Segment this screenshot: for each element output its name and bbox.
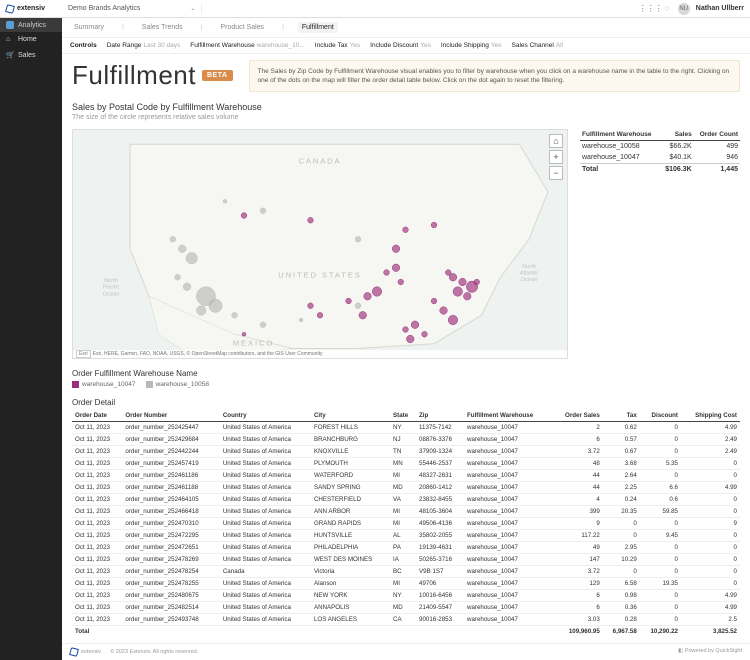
legend-item[interactable]: warehouse_10058 [146, 381, 210, 388]
table-row[interactable]: Oct 11, 2023order_number_252493748United… [72, 614, 740, 626]
svg-text:CANADA: CANADA [298, 156, 341, 165]
map-zoom-in-button[interactable]: + [549, 150, 563, 164]
map-zoom-out-button[interactable]: − [549, 166, 563, 180]
control-date-range[interactable]: Date RangeLast 30 days [107, 42, 181, 49]
apps-grid-icon[interactable]: ⋮⋮⋮ [646, 4, 656, 14]
sidebar-item-sales[interactable]: 🛒Sales [0, 47, 62, 63]
top-bar: extensiv Demo Brands Analytics ⌄ ⋮⋮⋮ ◌ N… [0, 0, 750, 18]
table-row[interactable]: Oct 11, 2023order_number_252470310United… [72, 518, 740, 530]
sales-icon: 🛒 [6, 51, 13, 59]
sidebar: Analytics ⌂Home🛒Sales [0, 18, 62, 660]
powered-by: ◧ Powered by QuickSight [678, 648, 742, 656]
legend-title: Order Fulfillment Warehouse Name [72, 369, 740, 378]
map-title: Sales by Postal Code by Fulfillment Ware… [72, 102, 740, 112]
legend-swatch [72, 381, 79, 388]
beta-badge: BETA [202, 70, 233, 81]
tab-summary[interactable]: Summary [70, 22, 108, 33]
control-include-shipping[interactable]: Include ShippingYes [441, 42, 502, 49]
home-icon: ⌂ [6, 36, 13, 43]
logo[interactable]: extensiv [6, 5, 62, 13]
footer-logo-icon [69, 647, 79, 657]
table-row[interactable]: Oct 11, 2023order_number_252461186United… [72, 470, 740, 482]
summary-row[interactable]: warehouse_10047$40.1K946 [580, 152, 740, 164]
control-include-tax[interactable]: Include TaxYes [315, 42, 360, 49]
svg-text:MEXICO: MEXICO [233, 339, 274, 348]
brand-selector[interactable]: Demo Brands Analytics ⌄ [62, 3, 202, 14]
table-row[interactable]: Oct 11, 2023order_number_252478254Canada… [72, 566, 740, 578]
sidebar-section-analytics[interactable]: Analytics [0, 18, 62, 32]
svg-text:NorthAtlanticOcean: NorthAtlanticOcean [519, 264, 539, 283]
sales-map[interactable]: CANADA UNITED STATES MEXICO NorthPacificOce… [72, 129, 568, 359]
sidebar-item-home[interactable]: ⌂Home [0, 32, 62, 47]
table-row[interactable]: Oct 11, 2023order_number_252472651United… [72, 542, 740, 554]
order-detail-section: Order Detail Order DateOrder NumberCount… [62, 394, 750, 641]
table-row[interactable]: Oct 11, 2023order_number_252472295United… [72, 530, 740, 542]
svg-text:UNITED STATES: UNITED STATES [278, 270, 361, 279]
analytics-icon [6, 21, 14, 29]
chevron-down-icon: ⌄ [190, 5, 195, 12]
svg-text:NorthPacificOcean: NorthPacificOcean [103, 278, 120, 297]
tab-product-sales[interactable]: Product Sales [216, 22, 268, 33]
table-row[interactable]: Oct 11, 2023order_number_252478269United… [72, 554, 740, 566]
footer-copyright: © 2023 Extensiv. All rights reserved. [110, 649, 198, 655]
detail-title: Order Detail [72, 398, 740, 407]
tab-sales-trends[interactable]: Sales Trends [138, 22, 187, 33]
table-row[interactable]: Oct 11, 2023order_number_252478255United… [72, 578, 740, 590]
table-row[interactable]: Oct 11, 2023order_number_252464105United… [72, 494, 740, 506]
order-detail-table: Order DateOrder NumberCountryCityStateZi… [72, 410, 740, 637]
table-row[interactable]: Oct 11, 2023order_number_252482514United… [72, 602, 740, 614]
table-row[interactable]: Oct 11, 2023order_number_252461188United… [72, 482, 740, 494]
table-row[interactable]: Oct 11, 2023order_number_252457419United… [72, 458, 740, 470]
user-name: Nathan Ullberr [696, 5, 744, 12]
summary-row[interactable]: warehouse_10058$66.2K499 [580, 141, 740, 153]
table-row[interactable]: Oct 11, 2023order_number_252466418United… [72, 506, 740, 518]
brand-name: Demo Brands Analytics [68, 5, 140, 12]
info-banner: The Sales by Zip Code by Fulfillment War… [249, 60, 740, 92]
footer: extensiv © 2023 Extensiv. All rights res… [62, 643, 750, 660]
table-row[interactable]: Oct 11, 2023order_number_252425447United… [72, 422, 740, 434]
main-content: Summary|Sales Trends|Product Sales|Fulfi… [62, 18, 750, 660]
logo-icon [5, 4, 15, 14]
tab-bar: Summary|Sales Trends|Product Sales|Fulfi… [62, 18, 750, 38]
table-total-row: Total109,960.956,967.5810,290.223,825.52 [72, 626, 740, 638]
table-row[interactable]: Oct 11, 2023order_number_252442244United… [72, 446, 740, 458]
page-title: Fulfillment BETA [72, 60, 233, 91]
legend: Order Fulfillment Warehouse Name warehou… [62, 365, 750, 394]
controls-row: Controls Date RangeLast 30 days Fulfillme… [62, 38, 750, 54]
summary-total: Total$106.3K1,445 [580, 164, 740, 176]
table-row[interactable]: Oct 11, 2023order_number_252480675United… [72, 590, 740, 602]
control-include-discount[interactable]: Include DiscountYes [370, 42, 431, 49]
footer-logo-text: extensiv [81, 649, 101, 655]
tab-fulfillment[interactable]: Fulfillment [298, 22, 338, 33]
legend-swatch [146, 381, 153, 388]
map-section-header: Sales by Postal Code by Fulfillment Ware… [62, 98, 750, 129]
legend-item[interactable]: warehouse_10047 [72, 381, 136, 388]
map-home-button[interactable]: ⌂ [549, 134, 563, 148]
hero: Fulfillment BETA The Sales by Zip Code b… [62, 54, 750, 98]
map-container: CANADA UNITED STATES MEXICO NorthPacificOce… [72, 129, 568, 359]
control-sales-channel[interactable]: Sales ChannelAll [512, 42, 564, 49]
control-fulfillment-warehouse[interactable]: Fulfillment Warehousewarehouse_10... [190, 42, 305, 49]
controls-label: Controls [70, 42, 97, 49]
map-attribution: EsriEsri, HERE, Garmin, FAO, NOAA, USGS,… [73, 350, 567, 358]
table-row[interactable]: Oct 11, 2023order_number_252429684United… [72, 434, 740, 446]
avatar[interactable]: NU [678, 3, 690, 15]
logo-text: extensiv [17, 5, 45, 12]
warehouse-summary-table: Fulfillment WarehouseSalesOrder Countwar… [580, 129, 740, 359]
sidebar-section-label: Analytics [18, 22, 46, 29]
help-icon[interactable]: ◌ [662, 4, 672, 14]
map-subtitle: The size of the circle represents relati… [72, 114, 740, 121]
